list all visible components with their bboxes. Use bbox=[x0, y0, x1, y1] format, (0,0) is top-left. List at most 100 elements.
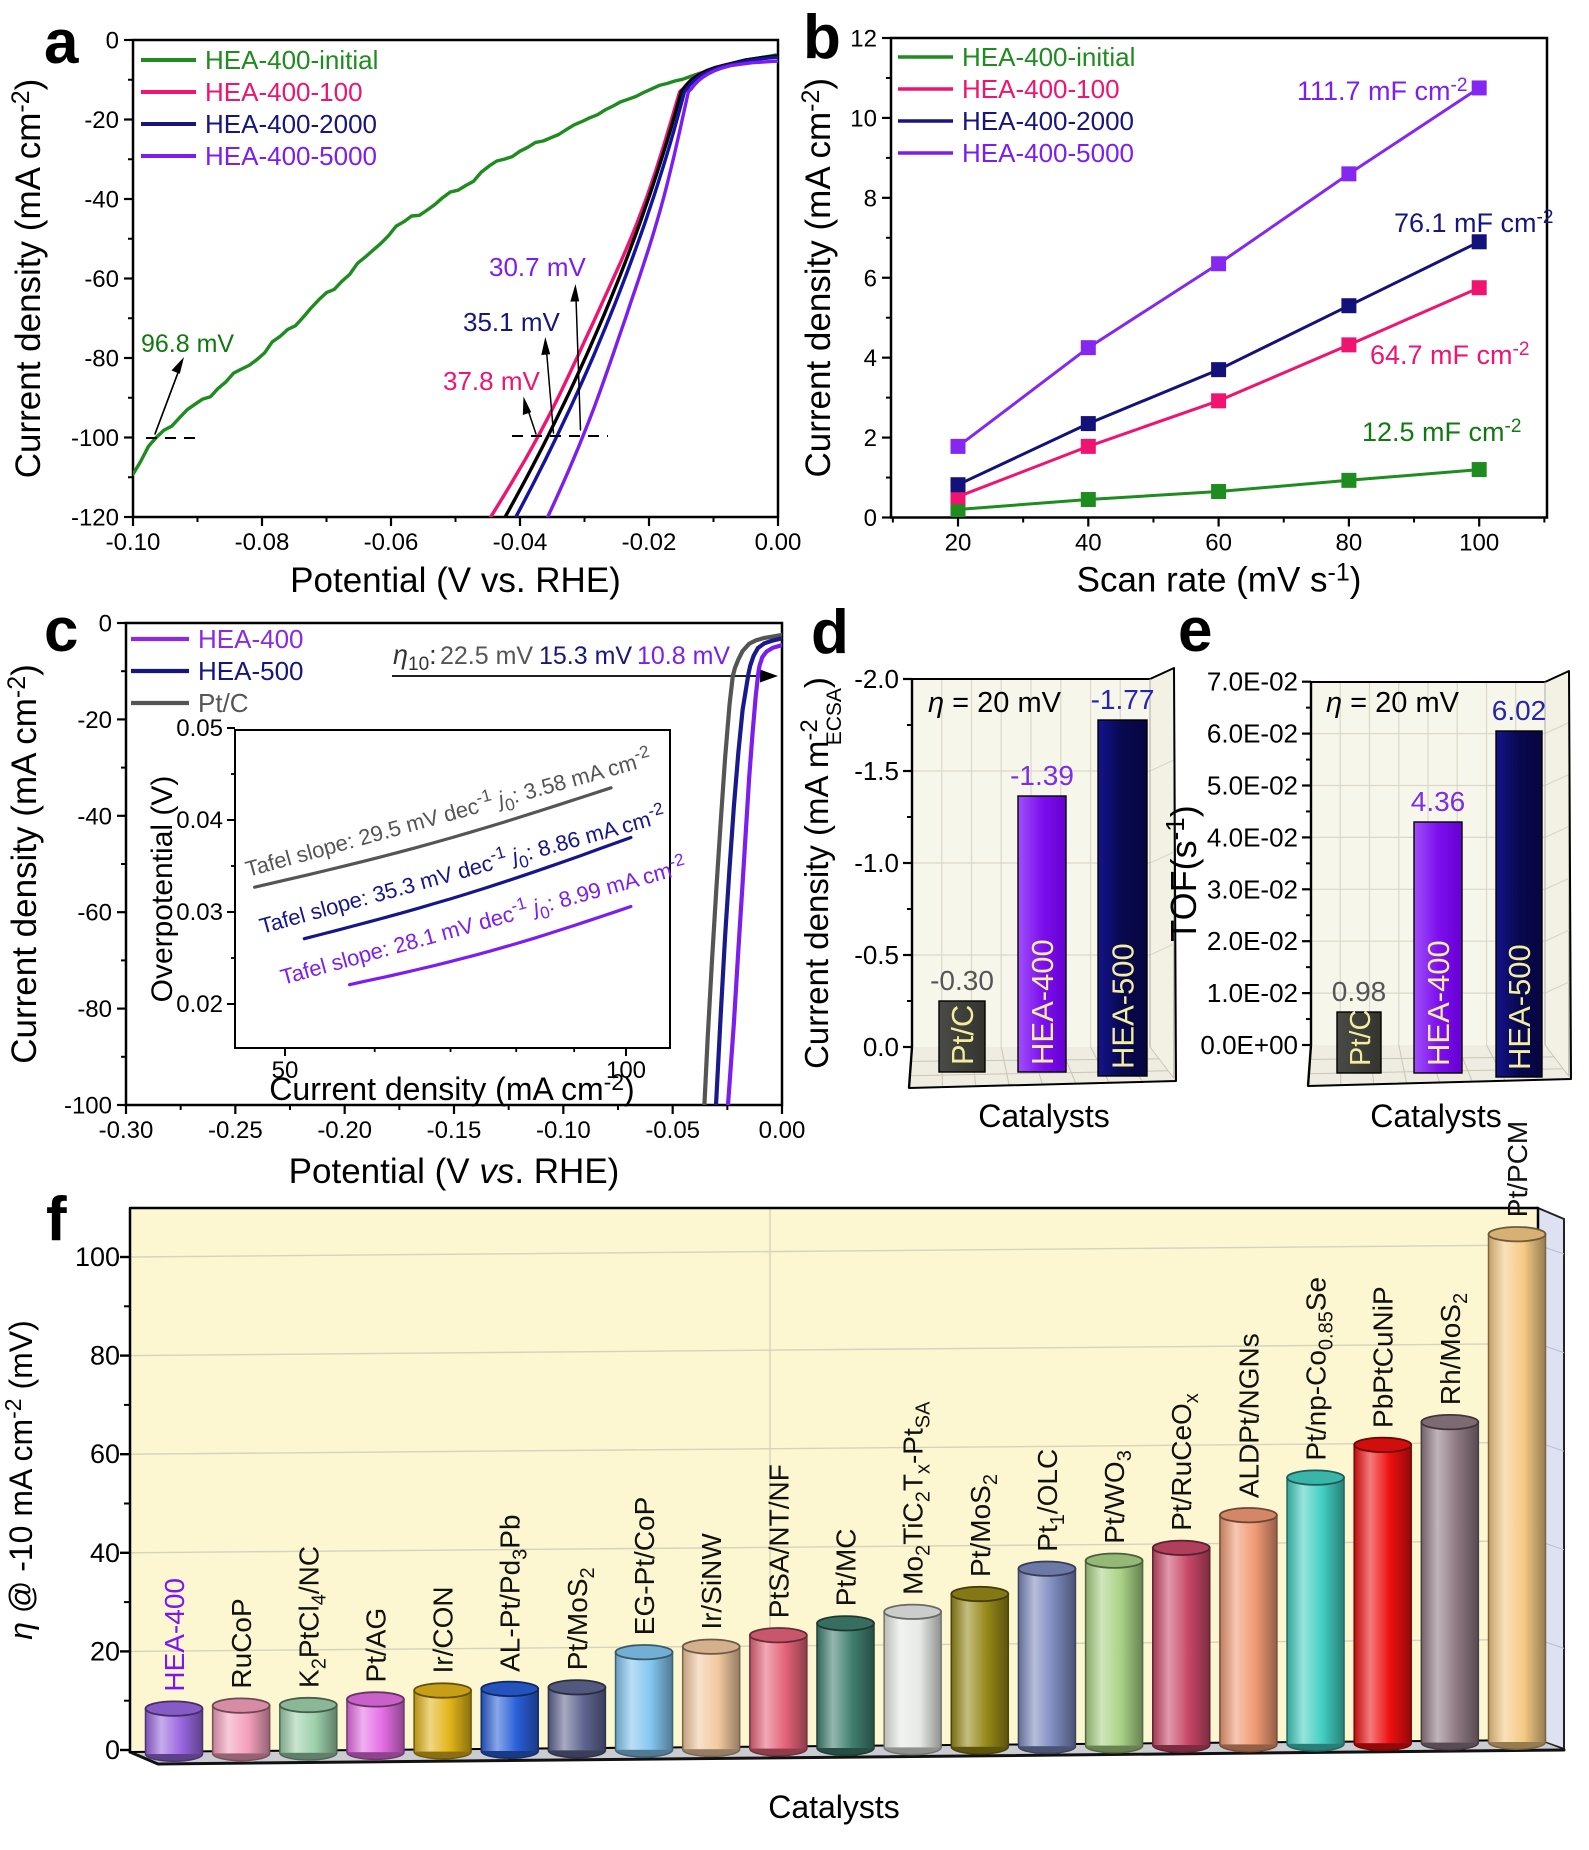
svg-text:HEA-500: HEA-500 bbox=[198, 656, 304, 686]
svg-text:20: 20 bbox=[945, 530, 972, 557]
svg-text:-20: -20 bbox=[77, 707, 112, 734]
svg-text:K2PtCl4/NC: K2PtCl4/NC bbox=[293, 1546, 330, 1688]
svg-text:6.02: 6.02 bbox=[1492, 695, 1547, 726]
svg-text:Rh/MoS2: Rh/MoS2 bbox=[1435, 1293, 1472, 1405]
svg-text:Pt/WO3: Pt/WO3 bbox=[1099, 1450, 1136, 1544]
svg-text:15.3 mV: 15.3 mV bbox=[539, 642, 632, 670]
svg-text:η @ -10 mA cm-2 (mV): η @ -10 mA cm-2 (mV) bbox=[0, 1320, 39, 1640]
svg-text:-0.5: -0.5 bbox=[854, 940, 899, 970]
svg-text:Current density (mA cm-2): Current density (mA cm-2) bbox=[269, 1069, 634, 1107]
svg-text:111.7 mF cm-2: 111.7 mF cm-2 bbox=[1297, 75, 1467, 106]
svg-text:76.1 mF cm-2: 76.1 mF cm-2 bbox=[1394, 207, 1553, 238]
svg-text:-0.30: -0.30 bbox=[99, 1117, 154, 1144]
svg-text:HEA-400-5000: HEA-400-5000 bbox=[962, 138, 1134, 168]
svg-text:-0.30: -0.30 bbox=[930, 965, 994, 996]
svg-text:f: f bbox=[46, 1185, 67, 1254]
svg-text:-0.15: -0.15 bbox=[427, 1117, 482, 1144]
svg-text:Current density (mA cm-2): Current density (mA cm-2) bbox=[797, 78, 838, 478]
svg-text:-0.06: -0.06 bbox=[364, 529, 419, 556]
svg-text:6: 6 bbox=[864, 265, 877, 292]
svg-text:Current density (mA cm-2): Current density (mA cm-2) bbox=[7, 79, 48, 479]
svg-text:-80: -80 bbox=[84, 346, 119, 373]
svg-text:50: 50 bbox=[272, 1057, 299, 1084]
svg-text:Pt/C: Pt/C bbox=[198, 688, 249, 718]
svg-text:0: 0 bbox=[864, 505, 877, 532]
svg-text:-40: -40 bbox=[84, 187, 119, 214]
svg-text:-1.5: -1.5 bbox=[854, 756, 899, 786]
svg-text:-0.20: -0.20 bbox=[317, 1117, 372, 1144]
svg-text:Pt/AG: Pt/AG bbox=[360, 1608, 391, 1683]
svg-text:HEA-400-5000: HEA-400-5000 bbox=[205, 141, 377, 171]
svg-text:12: 12 bbox=[850, 26, 877, 53]
svg-text:HEA-400-initial: HEA-400-initial bbox=[205, 45, 378, 75]
svg-text:0.03: 0.03 bbox=[176, 899, 223, 926]
svg-text:HEA-400: HEA-400 bbox=[159, 1578, 190, 1692]
svg-text:0.00: 0.00 bbox=[759, 1117, 806, 1144]
svg-text:-0.08: -0.08 bbox=[235, 529, 290, 556]
svg-text:HEA-400: HEA-400 bbox=[1421, 940, 1456, 1066]
svg-text:Pt/np-Co0.85Se: Pt/np-Co0.85Se bbox=[1301, 1277, 1338, 1461]
svg-text:a: a bbox=[44, 8, 79, 77]
svg-text:2.0E-02: 2.0E-02 bbox=[1207, 926, 1298, 956]
svg-text:HEA-500: HEA-500 bbox=[1106, 943, 1141, 1069]
svg-text:0.0: 0.0 bbox=[863, 1032, 899, 1062]
svg-text:Catalysts: Catalysts bbox=[768, 1789, 900, 1825]
svg-text:40: 40 bbox=[90, 1538, 120, 1568]
svg-text:-20: -20 bbox=[84, 107, 119, 134]
svg-text:0.02: 0.02 bbox=[176, 991, 223, 1018]
svg-text:80: 80 bbox=[1336, 530, 1363, 557]
svg-text:-1.0: -1.0 bbox=[854, 848, 899, 878]
svg-text:HEA-400-2000: HEA-400-2000 bbox=[205, 109, 377, 139]
svg-text:60: 60 bbox=[90, 1439, 120, 1469]
svg-text:Ir/SiNW: Ir/SiNW bbox=[696, 1533, 727, 1630]
svg-text:30.7 mV: 30.7 mV bbox=[489, 252, 586, 282]
svg-text:-0.05: -0.05 bbox=[645, 1117, 700, 1144]
svg-text:8: 8 bbox=[864, 185, 877, 212]
svg-text:3.0E-02: 3.0E-02 bbox=[1207, 874, 1298, 904]
svg-text:Pt/PCM: Pt/PCM bbox=[1502, 1121, 1533, 1217]
svg-text:Pt1/OLC: Pt1/OLC bbox=[1032, 1449, 1069, 1552]
svg-text:40: 40 bbox=[1075, 530, 1102, 557]
svg-text:10.8 mV: 10.8 mV bbox=[637, 642, 730, 670]
svg-text:Potential (V vs. RHE): Potential (V vs. RHE) bbox=[289, 1152, 620, 1191]
svg-text:Overpotential (V): Overpotential (V) bbox=[146, 776, 179, 1003]
svg-text:2: 2 bbox=[864, 425, 877, 452]
svg-text:Pt/MoS2: Pt/MoS2 bbox=[965, 1474, 1002, 1577]
svg-text:4.36: 4.36 bbox=[1411, 786, 1466, 817]
svg-text:Scan rate (mV s-1): Scan rate (mV s-1) bbox=[1077, 559, 1362, 600]
svg-text:Pt/C: Pt/C bbox=[945, 1005, 980, 1065]
svg-text:20: 20 bbox=[90, 1636, 120, 1666]
svg-text:HEA-400-100: HEA-400-100 bbox=[962, 74, 1120, 104]
svg-text:Current density (mA cm-2): Current density (mA cm-2) bbox=[3, 664, 44, 1064]
svg-text:-40: -40 bbox=[77, 803, 112, 830]
svg-text:-0.04: -0.04 bbox=[493, 529, 548, 556]
svg-text:-0.10: -0.10 bbox=[536, 1117, 591, 1144]
svg-text:0.04: 0.04 bbox=[176, 807, 223, 834]
svg-text:-100: -100 bbox=[64, 1093, 112, 1120]
svg-text:b: b bbox=[803, 3, 841, 72]
svg-text:12.5 mF cm-2: 12.5 mF cm-2 bbox=[1362, 416, 1521, 447]
svg-text:96.8 mV: 96.8 mV bbox=[141, 330, 234, 358]
svg-text:d: d bbox=[811, 598, 849, 667]
svg-text:e: e bbox=[1178, 596, 1212, 665]
svg-text:HEA-500: HEA-500 bbox=[1502, 944, 1537, 1070]
svg-text:100: 100 bbox=[606, 1057, 646, 1084]
svg-text:0.00: 0.00 bbox=[755, 529, 802, 556]
svg-text:η = 20 mV: η = 20 mV bbox=[1326, 687, 1460, 719]
svg-text:6.0E-02: 6.0E-02 bbox=[1207, 719, 1298, 749]
svg-text:-2.0: -2.0 bbox=[854, 664, 899, 694]
svg-text:7.0E-02: 7.0E-02 bbox=[1207, 667, 1298, 697]
svg-text:10: 10 bbox=[850, 105, 877, 132]
svg-text:64.7 mF cm-2: 64.7 mF cm-2 bbox=[1370, 339, 1529, 370]
svg-text:Pt/C: Pt/C bbox=[1345, 1010, 1377, 1066]
svg-text:-0.25: -0.25 bbox=[208, 1117, 263, 1144]
svg-text:HEA-400: HEA-400 bbox=[198, 624, 304, 654]
svg-text:HEA-400-2000: HEA-400-2000 bbox=[962, 106, 1134, 136]
svg-text:60: 60 bbox=[1205, 530, 1232, 557]
svg-text:Pt/MoS2: Pt/MoS2 bbox=[562, 1567, 599, 1670]
svg-text:0.98: 0.98 bbox=[1332, 976, 1387, 1007]
svg-text:0: 0 bbox=[105, 1735, 120, 1765]
svg-text:Ir/CON: Ir/CON bbox=[428, 1586, 459, 1673]
svg-text:1.0E-02: 1.0E-02 bbox=[1207, 978, 1298, 1008]
svg-text:HEA-400-100: HEA-400-100 bbox=[205, 77, 363, 107]
